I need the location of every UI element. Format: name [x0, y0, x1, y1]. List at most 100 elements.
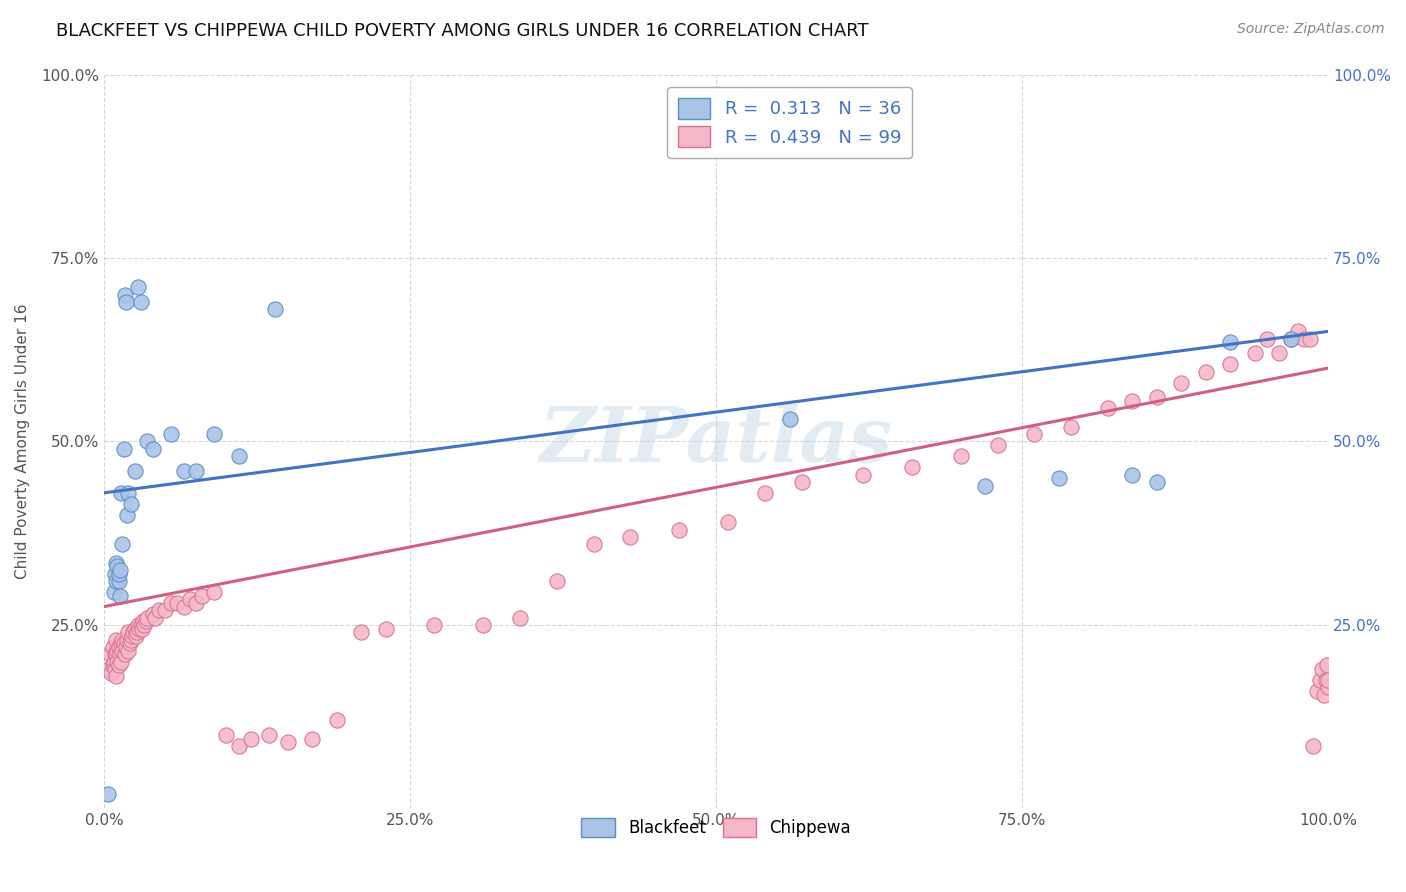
Point [129, 618, 152, 632]
Point [117, 486, 139, 500]
Point [191, 589, 214, 603]
Point [107, 658, 129, 673]
Point [124, 464, 146, 478]
Point [111, 643, 134, 657]
Point [107, 655, 129, 669]
Point [1060, 419, 1083, 434]
Point [852, 467, 875, 482]
Point [173, 599, 195, 614]
Point [122, 625, 145, 640]
Point [1047, 471, 1070, 485]
Point [779, 412, 801, 426]
Point [1315, 673, 1337, 687]
Point [114, 648, 136, 662]
Point [134, 618, 156, 632]
Point [107, 643, 129, 657]
Point [1146, 391, 1168, 405]
Point [120, 497, 142, 511]
Point [301, 731, 323, 746]
Point [153, 603, 176, 617]
Point [115, 632, 138, 647]
Point [104, 648, 127, 662]
Point [105, 556, 128, 570]
Point [1170, 376, 1192, 390]
Point [1317, 673, 1340, 687]
Point [108, 648, 131, 662]
Point [166, 596, 188, 610]
Text: ZIPatlas: ZIPatlas [540, 404, 893, 478]
Point [117, 625, 139, 640]
Point [790, 475, 813, 489]
Point [110, 655, 132, 669]
Text: BLACKFEET VS CHIPPEWA CHILD POVERTY AMONG GIRLS UNDER 16 CORRELATION CHART: BLACKFEET VS CHIPPEWA CHILD POVERTY AMON… [56, 22, 869, 40]
Point [97, 662, 120, 676]
Point [1309, 673, 1331, 687]
Point [1268, 346, 1291, 360]
Point [1195, 365, 1218, 379]
Point [239, 731, 262, 746]
Point [184, 596, 207, 610]
Point [1219, 358, 1241, 372]
Point [472, 618, 495, 632]
Point [717, 515, 740, 529]
Point [135, 615, 157, 629]
Point [103, 585, 125, 599]
Point [142, 607, 165, 621]
Point [350, 625, 373, 640]
Point [135, 434, 157, 449]
Point [202, 585, 225, 599]
Point [374, 622, 396, 636]
Point [1097, 401, 1119, 416]
Point [104, 566, 127, 581]
Point [277, 735, 299, 749]
Point [160, 596, 183, 610]
Point [1146, 475, 1168, 489]
Point [107, 566, 129, 581]
Point [228, 739, 250, 753]
Point [1313, 688, 1336, 702]
Point [105, 632, 128, 647]
Point [1316, 658, 1339, 673]
Point [135, 610, 157, 624]
Point [145, 610, 167, 624]
Point [115, 640, 138, 654]
Point [110, 486, 132, 500]
Point [325, 714, 347, 728]
Point [107, 559, 129, 574]
Point [901, 460, 924, 475]
Point [128, 622, 150, 636]
Text: Source: ZipAtlas.com: Source: ZipAtlas.com [1237, 22, 1385, 37]
Point [104, 662, 127, 676]
Point [107, 574, 129, 588]
Point [115, 508, 138, 522]
Point [1256, 332, 1278, 346]
Point [668, 523, 690, 537]
Point [101, 658, 124, 673]
Point [987, 438, 1010, 452]
Point [114, 287, 136, 301]
Point [112, 442, 135, 456]
Point [1121, 394, 1143, 409]
Point [1306, 684, 1329, 698]
Point [98, 648, 121, 662]
Point [1310, 662, 1333, 676]
Point [110, 636, 132, 650]
Point [120, 632, 142, 647]
Point [105, 648, 128, 662]
Point [112, 636, 135, 650]
Point [974, 478, 997, 492]
Point [160, 427, 183, 442]
Point [103, 655, 125, 669]
Point [127, 618, 149, 632]
Point [108, 563, 131, 577]
Point [105, 669, 128, 683]
Point [1286, 325, 1309, 339]
Point [509, 610, 531, 624]
Legend: Blackfeet, Chippewa: Blackfeet, Chippewa [575, 812, 858, 844]
Point [582, 537, 605, 551]
Point [1024, 427, 1046, 442]
Point [215, 728, 238, 742]
Point [107, 640, 129, 654]
Point [124, 622, 146, 636]
Point [129, 295, 152, 310]
